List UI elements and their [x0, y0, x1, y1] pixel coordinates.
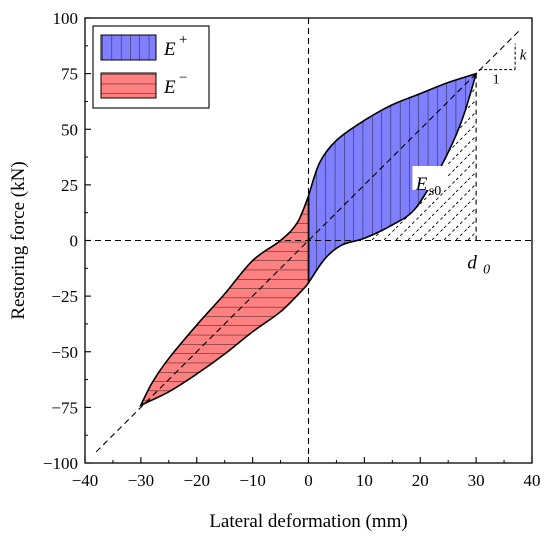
y-tick-label: −50 — [51, 343, 78, 362]
x-axis-title: Lateral deformation (mm) — [209, 511, 407, 532]
x-tick-label: 30 — [468, 471, 485, 490]
slope-k-label: k — [520, 48, 527, 64]
y-tick-label: −100 — [43, 454, 78, 473]
x-tick-label: 0 — [304, 471, 313, 490]
y-tick-label: 100 — [53, 9, 79, 28]
y-tick-label: 50 — [61, 120, 78, 139]
es0-label-main: E — [415, 174, 428, 195]
y-tick-label: 0 — [70, 232, 79, 251]
e-minus-loop-outline — [139, 195, 310, 407]
legend-label-sup: + — [179, 32, 187, 48]
d0-label-sub: 0 — [483, 263, 490, 278]
es0-label-sub: s0 — [429, 184, 441, 199]
y-tick-label: 75 — [61, 65, 78, 84]
legend-swatch-hatch — [100, 72, 157, 99]
slope-run-label: 1 — [493, 73, 500, 88]
x-tick-label: 20 — [412, 471, 429, 490]
legend-label-main: E — [163, 77, 176, 98]
legend-label-main: E — [163, 39, 176, 60]
x-tick-label: 40 — [524, 471, 541, 490]
es0-label-bg — [412, 165, 447, 190]
legend-label-sup: − — [179, 70, 187, 86]
legend-swatch-hatch — [100, 34, 157, 61]
x-tick-label: 10 — [356, 471, 373, 490]
legend-item-e-minus: E − — [100, 70, 187, 99]
x-tick-label: −40 — [72, 471, 99, 490]
legend-item-e-plus: E + — [100, 32, 187, 61]
x-tick-label: −30 — [128, 471, 155, 490]
d0-label-main: d — [467, 253, 477, 274]
x-tick-label: −20 — [183, 471, 210, 490]
y-axis-title: Restoring force (kN) — [8, 161, 29, 319]
e-plus-loop-outline — [307, 72, 478, 286]
x-tick-label: −10 — [239, 471, 266, 490]
y-tick-label: −75 — [51, 398, 78, 417]
y-tick-label: 25 — [61, 176, 78, 195]
y-tick-label: −25 — [51, 287, 78, 306]
